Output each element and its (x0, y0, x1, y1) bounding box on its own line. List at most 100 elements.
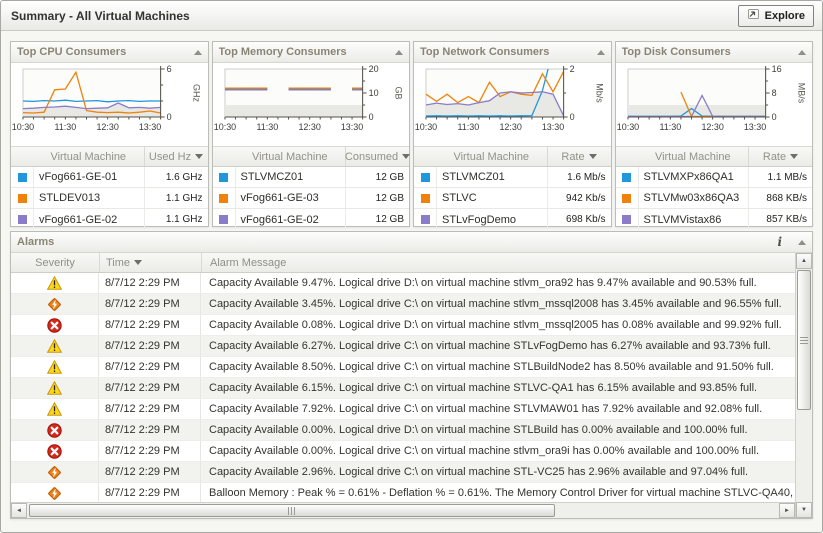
column-time[interactable]: Time (99, 253, 201, 272)
collapse-icon[interactable] (798, 239, 806, 245)
column-virtual-machine[interactable]: Virtual Machine (453, 150, 530, 163)
consumer-row[interactable]: STLVMCZ01 1.6 Mb/s (414, 167, 611, 188)
alarm-message: Capacity Available 6.15%. Logical drive … (209, 382, 758, 394)
column-severity[interactable]: Severity (35, 256, 75, 269)
consumer-row[interactable]: vFog661-GE-02 12 GB (213, 209, 410, 230)
svg-text:10:30: 10:30 (12, 122, 34, 132)
metric-value: 1.6 GHz (143, 167, 208, 187)
panel-titlebar: Top CPU Consumers (11, 42, 208, 63)
consumer-chart: 0 10 20 10:30 11:30 12:30 13:30 GB (213, 63, 410, 146)
scroll-grip (287, 506, 297, 515)
metric-value: 12 GB (345, 188, 409, 208)
consumer-rows: STLVMCZ01 1.6 Mb/s STLVC 942 Kb/s STLvFogDem… (414, 167, 611, 230)
vertical-scroll-thumb[interactable] (797, 270, 811, 410)
consumer-row[interactable]: vFog661-GE-02 1.1 GHz (11, 209, 208, 230)
alarm-row[interactable]: 8/7/12 2:29 PM Capacity Available 7.92%. … (11, 399, 795, 420)
svg-text:10:30: 10:30 (415, 122, 437, 132)
vm-name: STLVC (436, 188, 547, 208)
alarm-time: 8/7/12 2:29 PM (99, 273, 201, 293)
metric-value: 868 KB/s (748, 188, 812, 208)
column-metric[interactable]: Rate (546, 147, 611, 166)
consumer-row[interactable]: STLVMVistax86 857 KB/s (616, 209, 813, 230)
metric-value: 1.1 GHz (143, 209, 208, 230)
column-virtual-machine[interactable]: Virtual Machine (654, 150, 731, 163)
swatch-column-header (213, 147, 235, 166)
alarm-message: Capacity Available 7.92%. Logical drive … (209, 403, 763, 415)
alarm-row[interactable]: 8/7/12 2:29 PM Capacity Available 6.15%. … (11, 378, 795, 399)
severity-warning-icon (11, 399, 99, 419)
alarm-row[interactable]: 8/7/12 2:29 PM Capacity Available 0.00%. … (11, 420, 795, 441)
alarm-row[interactable]: 8/7/12 2:29 PM Capacity Available 2.96%. … (11, 462, 795, 483)
alarm-row[interactable]: 8/7/12 2:29 PM Capacity Available 8.50%. … (11, 357, 795, 378)
svg-text:10: 10 (368, 88, 378, 98)
column-metric[interactable]: Rate (748, 147, 812, 166)
scroll-up-button[interactable]: ▲ (796, 253, 812, 269)
severity-fatal-icon (11, 420, 99, 440)
metric-value: 12 GB (345, 209, 409, 230)
metric-value: 942 Kb/s (546, 188, 611, 208)
alarm-row[interactable]: 8/7/12 2:29 PM Capacity Available 6.27%. … (11, 336, 795, 357)
vertical-scroll-track[interactable] (796, 269, 812, 502)
horizontal-scrollbar[interactable]: ◄ ► (11, 502, 795, 518)
sort-desc-icon (790, 154, 799, 159)
scroll-right-button[interactable]: ► (779, 503, 795, 518)
series-color-swatch (616, 188, 638, 208)
vm-name: STLvFogDemo (436, 209, 547, 230)
horizontal-scroll-track[interactable] (27, 503, 779, 518)
explore-button[interactable]: Explore (737, 4, 814, 27)
severity-warning-icon (11, 378, 99, 398)
consumer-row[interactable]: STLVMw03x86QA3 868 KB/s (615, 188, 812, 209)
metric-value: 857 KB/s (748, 209, 812, 230)
consumer-row[interactable]: vFog661-GE-01 1.6 GHz (11, 167, 208, 188)
vm-name: STLVMCZ01 (234, 167, 346, 187)
series-color-swatch (213, 188, 235, 208)
consumer-row[interactable]: vFog661-GE-03 12 GB (212, 188, 409, 209)
vm-name: STLVMw03x86QA3 (637, 188, 749, 208)
collapse-icon[interactable] (193, 49, 202, 55)
collapse-icon[interactable] (798, 49, 806, 55)
collapse-icon[interactable] (395, 49, 403, 55)
severity-warning-icon (11, 336, 99, 356)
chart-svg: 0 6 10:30 11:30 12:30 13:30 GHz (12, 64, 202, 132)
scroll-down-button[interactable]: ▼ (796, 502, 812, 518)
vm-name: vFog661-GE-01 (33, 167, 144, 187)
collapse-icon[interactable] (596, 49, 605, 55)
alarm-row[interactable]: 8/7/12 2:29 PM Capacity Available 0.08%. … (11, 315, 795, 336)
svg-text:11:30: 11:30 (54, 122, 76, 132)
column-virtual-machine[interactable]: Virtual Machine (50, 150, 127, 163)
alarm-message: Capacity Available 0.08%. Logical drive … (209, 319, 782, 331)
consumer-row[interactable]: STLVMXPx86QA1 1.1 MB/s (615, 167, 812, 188)
severity-critical-icon (11, 483, 99, 502)
consumer-rows: STLVMCZ01 12 GB vFog661-GE-03 12 GB vFog661-… (212, 167, 410, 230)
scroll-grip (800, 335, 808, 345)
series-color-swatch (11, 188, 33, 208)
alarm-message: Capacity Available 3.45%. Logical drive … (209, 298, 782, 310)
alarm-row[interactable]: 8/7/12 2:29 PM Capacity Available 0.00%. … (11, 441, 795, 462)
column-virtual-machine[interactable]: Virtual Machine (251, 150, 328, 163)
info-icon[interactable]: i (777, 235, 782, 249)
severity-critical-icon (11, 462, 99, 482)
column-alarm-message[interactable]: Alarm Message (201, 253, 795, 272)
alarm-time: 8/7/12 2:29 PM (99, 357, 201, 377)
chart-svg: 0 2 10:30 11:30 12:30 13:30 Mb/s (415, 64, 605, 132)
alarm-row[interactable]: 8/7/12 2:29 PM Balloon Memory : Peak % = … (11, 483, 795, 502)
consumer-panel: Top Memory Consumers 0 10 20 10:30 11:30 12:3… (211, 41, 411, 230)
alarm-time: 8/7/12 2:29 PM (99, 462, 201, 482)
consumer-row[interactable]: STLvFogDemo 698 Kb/s (414, 209, 611, 230)
sort-desc-icon (402, 154, 411, 159)
alarm-message: Capacity Available 2.96%. Logical drive … (209, 466, 749, 478)
consumer-row[interactable]: STLDEV013 1.1 GHz (11, 188, 208, 209)
vm-name: vFog661-GE-03 (234, 188, 346, 208)
scroll-left-button[interactable]: ◄ (11, 503, 27, 518)
alarm-row[interactable]: 8/7/12 2:29 PM Capacity Available 3.45%. … (11, 294, 795, 315)
alarm-row[interactable]: 8/7/12 2:29 PM Capacity Available 9.47%. … (11, 273, 795, 294)
vertical-scrollbar[interactable]: ▲ ▼ (795, 253, 812, 518)
series-color-swatch (414, 167, 436, 187)
horizontal-scroll-thumb[interactable] (29, 504, 556, 517)
alarm-time: 8/7/12 2:29 PM (99, 294, 201, 314)
consumer-row[interactable]: STLVMCZ01 12 GB (212, 167, 409, 188)
column-metric[interactable]: Used Hz (143, 147, 208, 166)
consumer-panel: Top Disk Consumers 0 8 16 10:30 11:30 12:30 13… (614, 41, 813, 230)
consumer-row[interactable]: STLVC 942 Kb/s (414, 188, 611, 209)
column-metric[interactable]: Consumed (345, 147, 411, 166)
